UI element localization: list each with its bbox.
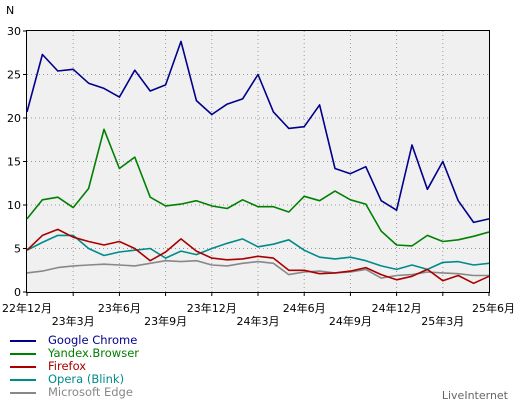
legend-item: Microsoft Edge — [10, 386, 139, 399]
y-tick-label: 30 — [7, 25, 21, 38]
x-tick-label: 24年6月 — [283, 301, 326, 315]
x-tick-label: 22年12月 — [2, 301, 52, 315]
x-tick-label: 24年9月 — [329, 314, 372, 328]
legend-item: Opera (Blink) — [10, 373, 139, 386]
x-tick-label: 25年3月 — [421, 314, 464, 328]
series-line-yandex-browser — [26, 128, 490, 247]
y-tick-label: 20 — [7, 112, 21, 125]
legend-label-firefox: Firefox — [48, 359, 87, 373]
series-line-google-chrome — [26, 40, 490, 224]
y-tick-label: 15 — [7, 156, 21, 169]
legend-label-chrome: Google Chrome — [48, 333, 138, 347]
x-tick-label: 23年6月 — [98, 301, 141, 315]
legend-swatch-chrome — [10, 339, 36, 342]
legend-swatch-firefox — [10, 365, 36, 368]
x-tick-label: 23年9月 — [144, 314, 187, 328]
axis-ticks: 0 5 10 15 20 25 30 22年12月 23年6月 23年12月 24年6月 24年12月… — [2, 25, 515, 328]
legend-item: Yandex.Browser — [10, 347, 139, 360]
legend-label-opera: Opera (Blink) — [48, 372, 125, 386]
legend-swatch-opera — [10, 378, 36, 381]
legend-label-edge: Microsoft Edge — [48, 385, 133, 399]
x-tick-label: 25年6月 — [472, 301, 515, 315]
legend-swatch-edge — [10, 391, 36, 394]
x-tick-label: 23年12月 — [187, 301, 237, 315]
y-tick-label: 25 — [7, 69, 21, 82]
x-tick-label: 24年3月 — [237, 314, 280, 328]
legend-label-yandex: Yandex.Browser — [48, 346, 140, 360]
legend-item: Google Chrome — [10, 334, 139, 347]
source-credit[interactable]: LiveInternet — [441, 389, 508, 402]
x-tick-label: 23年3月 — [52, 314, 95, 328]
series-line-opera-blink- — [26, 234, 490, 271]
series-lines — [26, 40, 490, 285]
grid-lines — [27, 31, 489, 292]
series-line-microsoft-edge — [26, 259, 489, 279]
y-tick-label: 5 — [14, 243, 21, 256]
x-tick-label: 24年12月 — [372, 301, 422, 315]
y-tick-label: 0 — [14, 286, 21, 299]
series-line-firefox — [26, 228, 490, 285]
legend-swatch-yandex — [10, 352, 36, 355]
legend-item: Firefox — [10, 360, 139, 373]
y-tick-label: 10 — [7, 199, 21, 212]
legend: Google Chrome Yandex.Browser Firefox Ope… — [10, 334, 139, 399]
y-axis-label: N — [6, 4, 14, 17]
